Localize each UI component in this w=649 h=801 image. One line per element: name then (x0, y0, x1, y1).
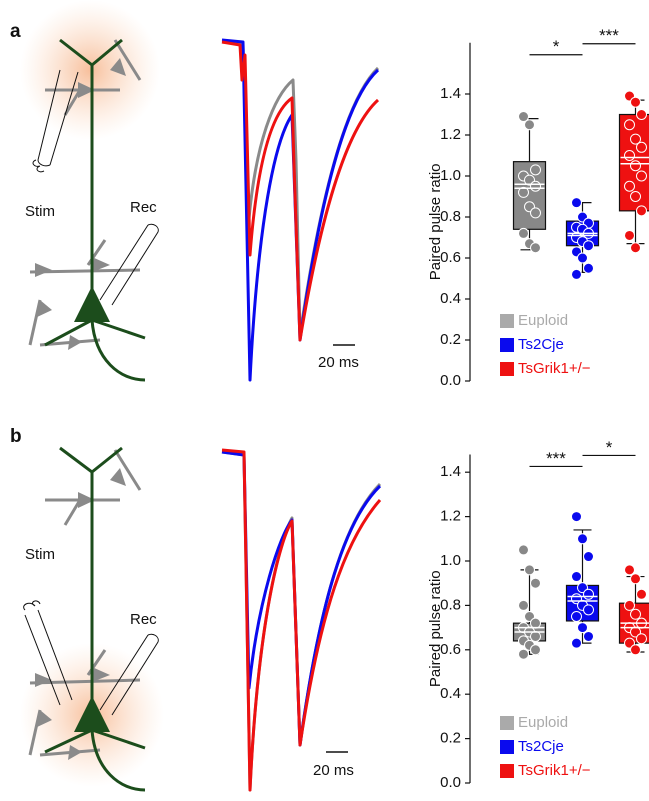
data-point (584, 552, 594, 562)
data-point (578, 534, 588, 544)
data-point (531, 208, 541, 218)
y-axis-label: Paired pulse ratio (427, 164, 444, 281)
data-point (519, 228, 529, 238)
data-point (625, 151, 635, 161)
data-point (572, 638, 582, 648)
y-tick-label: 1.2 (440, 126, 461, 143)
data-point (531, 578, 541, 588)
legend-swatch (500, 314, 514, 328)
rec-label: Rec (130, 199, 157, 216)
legend-swatch (500, 716, 514, 730)
data-point (584, 263, 594, 273)
data-point (631, 97, 641, 107)
y-tick-label: 0.2 (440, 730, 461, 747)
significance-label: *** (599, 26, 619, 45)
stim-area (20, 0, 160, 140)
scale-label: 20 ms (313, 762, 354, 779)
data-point (519, 600, 529, 610)
y-tick-label: 1.4 (440, 85, 461, 102)
data-point (525, 120, 535, 130)
diagram-a: a Stim Rec 20 ms (10, 0, 378, 380)
data-point (578, 623, 588, 633)
y-tick-label: 0.0 (440, 372, 461, 389)
panel-label: b (10, 426, 22, 447)
data-point (525, 565, 535, 575)
significance-label: * (606, 438, 613, 457)
scale-label: 20 ms (318, 354, 359, 371)
y-tick-label: 0.4 (440, 290, 461, 307)
panel-label: a (10, 21, 21, 42)
significance-label: *** (546, 449, 566, 468)
data-point (637, 206, 647, 216)
data-point (531, 618, 541, 628)
data-point (572, 612, 582, 622)
y-tick-label: 1.0 (440, 552, 461, 569)
data-point (631, 192, 641, 202)
legend-label: TsGrik1+/− (518, 762, 591, 779)
data-point (625, 120, 635, 130)
rec-label: Rec (130, 611, 157, 628)
data-point (584, 605, 594, 615)
data-point (572, 269, 582, 279)
stim-label: Stim (25, 546, 55, 563)
data-point (584, 241, 594, 251)
legend-label: Euploid (518, 714, 568, 731)
box (514, 162, 546, 230)
legend-swatch (500, 764, 514, 778)
y-tick-label: 1.2 (440, 508, 461, 525)
y-tick-label: 0.2 (440, 331, 461, 348)
data-point (637, 142, 647, 152)
y-tick-label: 1.4 (440, 463, 461, 480)
data-point (531, 181, 541, 191)
data-point (531, 631, 541, 641)
data-point (625, 565, 635, 575)
legend-label: Ts2Cje (518, 336, 564, 353)
data-point (625, 600, 635, 610)
stim-label: Stim (25, 203, 55, 220)
data-point (519, 545, 529, 555)
data-point (519, 649, 529, 659)
data-point (625, 230, 635, 240)
data-point (531, 243, 541, 253)
data-point (631, 574, 641, 584)
legend-label: Ts2Cje (518, 738, 564, 755)
data-point (584, 589, 594, 599)
data-point (625, 181, 635, 191)
data-point (637, 110, 647, 120)
soma (74, 286, 110, 322)
data-point (531, 645, 541, 655)
data-point (572, 512, 582, 522)
trace-tsgrik1 (222, 450, 380, 790)
data-point (572, 572, 582, 582)
data-point (572, 198, 582, 208)
data-point (631, 243, 641, 253)
data-point (631, 645, 641, 655)
data-point (637, 634, 647, 644)
data-point (584, 631, 594, 641)
diagram-b: b Stim Rec 20 ms (10, 426, 380, 790)
y-axis-label: Paired pulse ratio (427, 570, 444, 687)
data-point (531, 165, 541, 175)
significance-label: * (553, 37, 560, 56)
y-tick-label: 0.0 (440, 774, 461, 791)
data-point (631, 161, 641, 171)
legend-swatch (500, 362, 514, 376)
data-point (631, 609, 641, 619)
data-point (637, 589, 647, 599)
legend-swatch (500, 740, 514, 754)
legend-label: Euploid (518, 312, 568, 329)
data-point (578, 253, 588, 263)
legend-label: TsGrik1+/− (518, 360, 591, 377)
legend-swatch (500, 338, 514, 352)
data-point (637, 171, 647, 181)
